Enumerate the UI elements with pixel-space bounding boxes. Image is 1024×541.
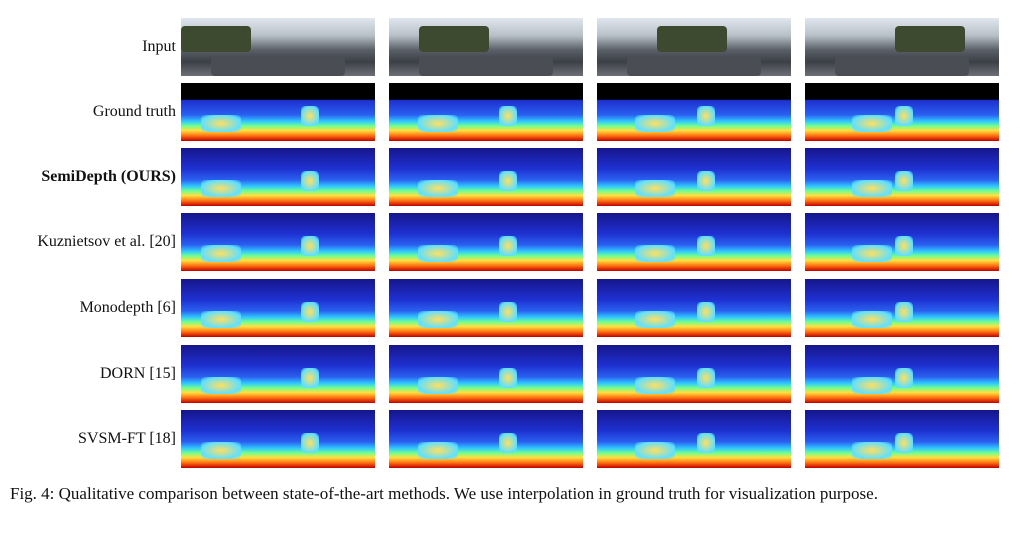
object-region (418, 441, 458, 460)
trees (657, 26, 727, 52)
depth-map (805, 213, 999, 271)
object-region (895, 171, 913, 192)
depth-map (389, 213, 583, 271)
object-region (895, 236, 913, 257)
object-region (201, 114, 241, 133)
depth-map (181, 345, 375, 403)
object-region (895, 302, 913, 323)
object-region (499, 106, 517, 127)
object-region (635, 441, 675, 460)
input-image (181, 18, 375, 76)
object-region (499, 302, 517, 323)
object-region (852, 179, 892, 198)
object-region (635, 310, 675, 329)
object-region (697, 106, 715, 127)
trees (895, 26, 965, 52)
road (211, 56, 345, 76)
object-region (301, 236, 319, 257)
road (835, 56, 969, 76)
row-label: SVSM-FT [18] (78, 430, 176, 447)
row-label: DORN [15] (100, 365, 176, 382)
object-region (201, 441, 241, 460)
object-region (697, 236, 715, 257)
depth-map (181, 148, 375, 206)
depth-map (805, 279, 999, 337)
row-label: Monodepth [6] (79, 299, 176, 316)
object-region (635, 376, 675, 395)
caption: Fig. 4: Qualitative comparison between s… (10, 484, 878, 503)
object-region (697, 368, 715, 389)
row-label: SemiDepth (OURS) (41, 168, 176, 185)
object-region (635, 114, 675, 133)
object-region (635, 244, 675, 263)
object-region (201, 310, 241, 329)
object-region (499, 236, 517, 257)
depth-map (181, 279, 375, 337)
depth-map (597, 148, 791, 206)
object-region (697, 302, 715, 323)
depth-map (597, 83, 791, 141)
depth-map (181, 213, 375, 271)
depth-map (597, 213, 791, 271)
object-region (852, 114, 892, 133)
trees (181, 26, 251, 52)
depth-map (805, 345, 999, 403)
input-image (597, 18, 791, 76)
input-image (805, 18, 999, 76)
object-region (301, 106, 319, 127)
depth-map (389, 410, 583, 468)
depth-map (389, 148, 583, 206)
object-region (418, 376, 458, 395)
object-region (895, 368, 913, 389)
object-region (635, 179, 675, 198)
depth-map (181, 83, 375, 141)
depth-map (389, 279, 583, 337)
object-region (499, 433, 517, 454)
object-region (418, 310, 458, 329)
road (627, 56, 761, 76)
depth-map (597, 345, 791, 403)
object-region (418, 114, 458, 133)
trees (419, 26, 489, 52)
depth-map (805, 83, 999, 141)
object-region (852, 244, 892, 263)
depth-map (181, 410, 375, 468)
object-region (201, 179, 241, 198)
row-label: Kuznietsov et al. [20] (37, 233, 176, 250)
object-region (499, 171, 517, 192)
object-region (852, 441, 892, 460)
depth-map (597, 410, 791, 468)
object-region (301, 302, 319, 323)
object-region (499, 368, 517, 389)
object-region (201, 376, 241, 395)
object-region (895, 106, 913, 127)
object-region (301, 433, 319, 454)
object-region (201, 244, 241, 263)
object-region (418, 179, 458, 198)
object-region (697, 433, 715, 454)
input-image (389, 18, 583, 76)
depth-map (597, 279, 791, 337)
depth-map (389, 345, 583, 403)
row-label: Input (142, 38, 176, 55)
depth-map (805, 148, 999, 206)
object-region (852, 376, 892, 395)
row-label: Ground truth (92, 103, 176, 120)
object-region (852, 310, 892, 329)
object-region (301, 171, 319, 192)
depth-map (805, 410, 999, 468)
object-region (895, 433, 913, 454)
object-region (418, 244, 458, 263)
depth-map (389, 83, 583, 141)
road (419, 56, 553, 76)
object-region (697, 171, 715, 192)
object-region (301, 368, 319, 389)
